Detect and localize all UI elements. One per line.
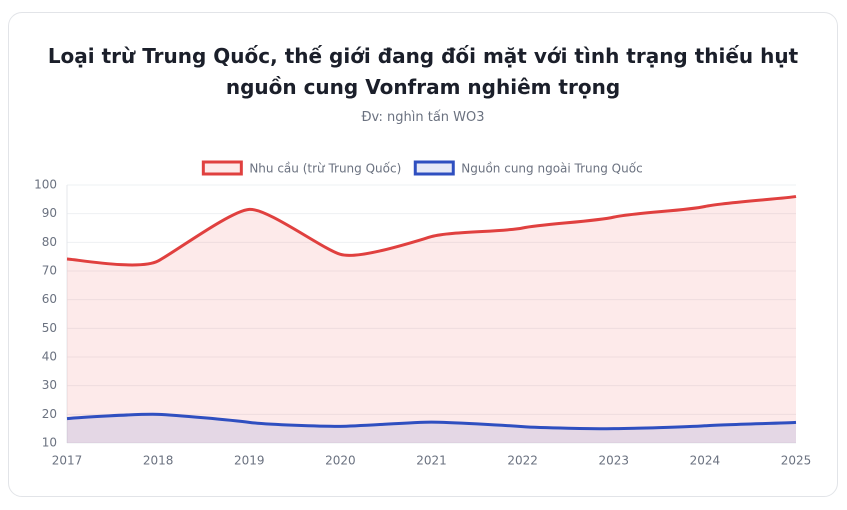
x-tick-label: 2018 xyxy=(143,454,174,468)
chart-subtitle: Đv: nghìn tấn WO3 xyxy=(361,110,485,125)
legend-swatch xyxy=(201,160,243,176)
chart-title: Loại trừ Trung Quốc, thế giới đang đối m… xyxy=(47,44,799,99)
x-tick-label: 2022 xyxy=(507,454,538,468)
x-tick-label: 2025 xyxy=(781,454,812,468)
area xyxy=(67,196,796,443)
legend-swatch xyxy=(413,160,455,176)
y-tick-label: 30 xyxy=(42,378,57,392)
y-tick-label: 100 xyxy=(34,178,57,192)
y-tick-label: 70 xyxy=(42,264,57,278)
x-tick-label: 2019 xyxy=(234,454,265,468)
legend-label: Nhu cầu (trừ Trung Quốc) xyxy=(249,162,401,176)
y-tick-label: 50 xyxy=(42,321,57,335)
y-tick-label: 10 xyxy=(42,436,57,450)
x-tick-label: 2017 xyxy=(52,454,83,468)
y-tick-label: 60 xyxy=(42,292,57,306)
y-tick-label: 40 xyxy=(42,350,57,364)
y-tick-label: 80 xyxy=(42,235,57,249)
area xyxy=(67,414,796,443)
chart-card: Loại trừ Trung Quốc, thế giới đang đối m… xyxy=(8,12,838,497)
line xyxy=(66,412,797,431)
x-tick-label: 2020 xyxy=(325,454,356,468)
x-tick-label: 2023 xyxy=(598,454,629,468)
legend-label: Nguồn cung ngoài Trung Quốc xyxy=(461,162,642,176)
line xyxy=(66,194,797,267)
y-tick-label: 20 xyxy=(42,407,57,421)
x-tick-label: 2024 xyxy=(690,454,721,468)
y-tick-label: 90 xyxy=(42,206,57,220)
x-tick-label: 2021 xyxy=(416,454,447,468)
